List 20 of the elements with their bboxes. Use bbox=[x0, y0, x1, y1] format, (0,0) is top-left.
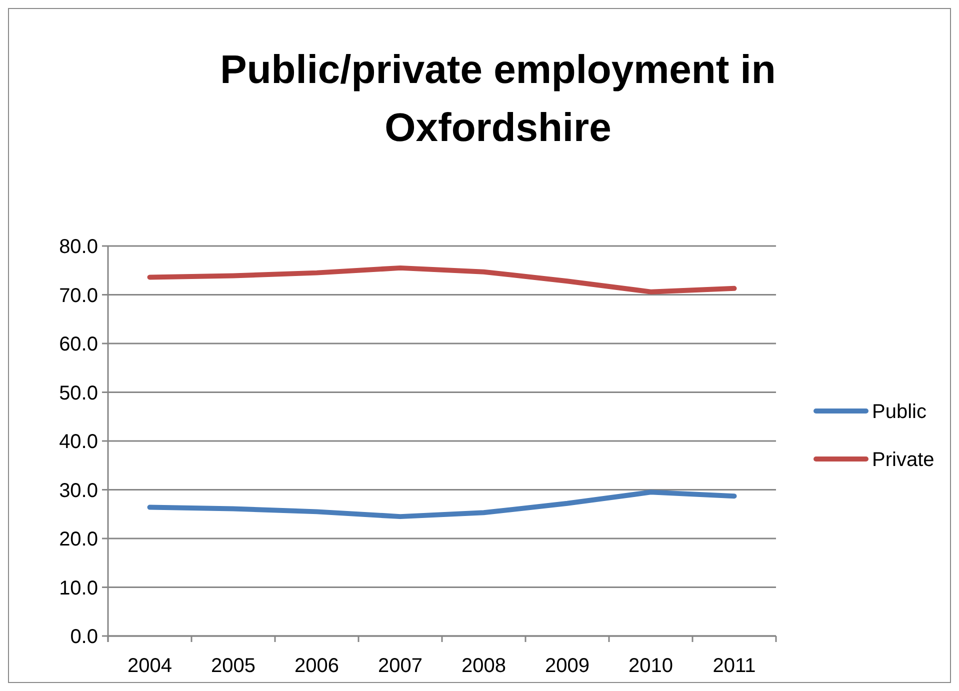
x-tick-label: 2011 bbox=[712, 655, 756, 677]
y-tick-label: 30.0 bbox=[59, 480, 98, 502]
chart-title: Public/private employment in Oxfordshire bbox=[220, 48, 776, 150]
y-tick-label: 20.0 bbox=[59, 528, 98, 550]
x-tick-label: 2010 bbox=[628, 655, 673, 677]
x-tick-label: 2006 bbox=[294, 655, 339, 677]
x-tick-label: 2009 bbox=[545, 655, 590, 677]
y-tick-label: 10.0 bbox=[59, 577, 98, 600]
y-tick-label: 50.0 bbox=[59, 382, 98, 404]
x-tick-label: 2008 bbox=[462, 655, 506, 677]
x-tick-label: 2007 bbox=[378, 655, 422, 677]
y-tick-label: 80.0 bbox=[59, 236, 98, 258]
y-tick-label: 0.0 bbox=[70, 626, 98, 648]
y-tick-label: 70.0 bbox=[59, 284, 98, 307]
legend-label: Public bbox=[872, 401, 926, 423]
y-tick-label: 40.0 bbox=[59, 431, 98, 453]
y-tick-label: 60.0 bbox=[59, 334, 98, 356]
x-tick-label: 2004 bbox=[128, 655, 172, 677]
legend-label: Private bbox=[872, 449, 934, 471]
x-tick-label: 2005 bbox=[211, 655, 256, 677]
